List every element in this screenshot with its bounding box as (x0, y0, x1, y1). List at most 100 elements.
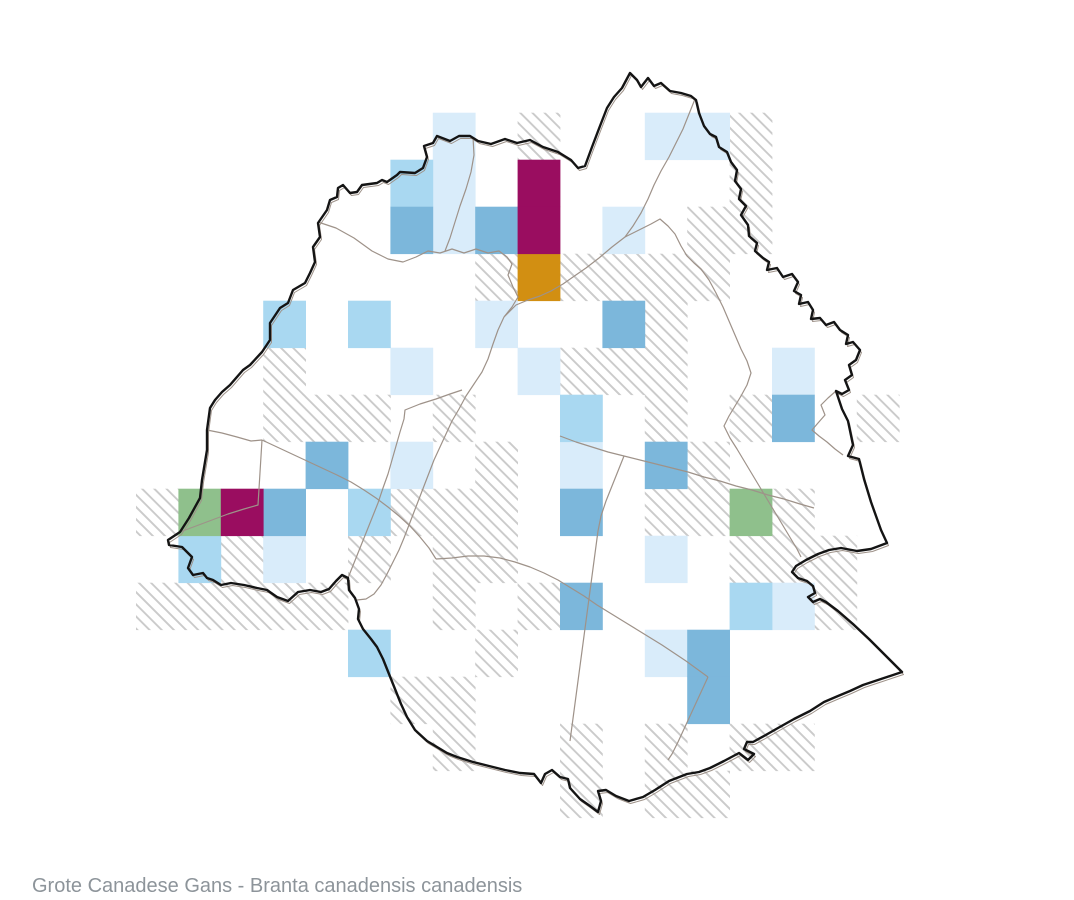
grid-cell-8-2 (475, 206, 518, 255)
municipal-boundary-line-3 (624, 218, 802, 558)
municipal-boundary-line-4 (559, 435, 815, 509)
grid-cell-9-3 (517, 253, 561, 302)
municipal-boundary-line-11 (667, 676, 709, 761)
hatched-cell-17-6 (856, 394, 900, 443)
hatched-cell-4-6 (305, 394, 349, 443)
hatched-cell-3-5 (263, 347, 306, 396)
grid-cell-12-11 (644, 629, 688, 678)
hatched-cell-14-6 (729, 394, 773, 443)
hatched-cell-14-13 (729, 723, 773, 772)
hatched-cell-7-12 (432, 676, 476, 725)
region-boundary-inner-line (169, 75, 904, 815)
municipal-boundary-line-5 (569, 455, 625, 742)
grid-cell-10-7 (560, 441, 603, 490)
grid-cell-7-1 (432, 159, 476, 208)
municipal-boundary-line-10 (206, 429, 263, 442)
municipal-boundary-line-7 (435, 555, 709, 678)
hatched-cell-2-10 (220, 582, 264, 631)
hatched-cell-13-14 (687, 770, 730, 819)
region-boundary-outline (166, 71, 904, 814)
hatched-cell-2-9 (220, 535, 264, 584)
grid-cell-11-4 (602, 300, 646, 349)
municipal-boundary-line-13 (179, 439, 263, 533)
hatched-cell-15-8 (772, 488, 815, 537)
hatched-cell-12-8 (644, 488, 688, 537)
hatched-cell-12-5 (644, 347, 688, 396)
hatched-cell-3-6 (263, 394, 306, 443)
grid-cell-10-6 (560, 394, 603, 443)
grid-cell-3-9 (263, 535, 306, 584)
hatched-cell-3-10 (263, 582, 306, 631)
grid-cell-10-10 (560, 582, 603, 631)
municipal-boundary-line-0 (317, 221, 519, 318)
municipal-boundaries (179, 98, 844, 761)
hatched-cell-11-3 (602, 253, 646, 302)
hatched-cell-5-9 (348, 535, 391, 584)
grid-cell-15-5 (772, 347, 815, 396)
grid-cell-3-8 (263, 488, 306, 537)
hatched-cell-8-3 (475, 253, 518, 302)
grid-cell-9-2 (517, 206, 561, 255)
grid-cell-1-9 (178, 535, 222, 584)
grid-cell-15-10 (772, 582, 815, 631)
grid-cell-15-6 (772, 394, 815, 443)
hatched-cell-13-8 (687, 488, 730, 537)
municipal-boundary-line-12 (347, 389, 463, 579)
hatched-cell-15-13 (772, 723, 815, 772)
hatched-cell-12-6 (644, 394, 688, 443)
hatched-cell-12-14 (644, 770, 688, 819)
grid-cell-13-11 (687, 629, 730, 678)
hatched-cell-1-10 (178, 582, 222, 631)
grid-cell-13-0 (687, 112, 730, 161)
map-caption: Grote Canadese Gans - Branta canadensis … (32, 833, 759, 900)
hatched-cell-8-8 (475, 488, 518, 537)
municipal-boundary-line-6 (261, 439, 437, 560)
grid-cell-7-2 (432, 206, 476, 255)
hatched-cell-10-5 (560, 347, 603, 396)
hatched-cell-0-8 (136, 488, 179, 537)
municipal-boundary-line-8 (811, 390, 844, 456)
hatched-cell-12-3 (644, 253, 688, 302)
hatched-cell-14-2 (729, 206, 773, 255)
grid-cell-13-12 (687, 676, 730, 725)
hatched-cell-10-3 (560, 253, 603, 302)
grid-cell-12-7 (644, 441, 688, 490)
grid-cell-14-8 (729, 488, 773, 537)
grid-cell-9-5 (517, 347, 561, 396)
grid-cell-12-9 (644, 535, 688, 584)
hatched-cell-13-7 (687, 441, 730, 490)
grid-cell-12-0 (644, 112, 688, 161)
hatched-cell-7-10 (432, 582, 476, 631)
hatched-cell-7-9 (432, 535, 476, 584)
grid-cell-6-7 (390, 441, 434, 490)
hatched-cell-12-13 (644, 723, 688, 772)
hatched-cell-6-8 (390, 488, 434, 537)
grid-cell-2-8 (220, 488, 264, 537)
grid-cell-5-4 (348, 300, 391, 349)
hatched-cell-8-7 (475, 441, 518, 490)
hatched-cell-5-6 (348, 394, 391, 443)
hatched-cell-11-5 (602, 347, 646, 396)
hatched-cell-14-0 (729, 112, 773, 161)
grid-cell-4-7 (305, 441, 349, 490)
hatched-cell-12-4 (644, 300, 688, 349)
hatched-cell-6-12 (390, 676, 434, 725)
hatched-cell-0-10 (136, 582, 179, 631)
caption-species: Grote Canadese Gans - Branta canadensis … (32, 875, 523, 897)
hatched-cell-9-10 (517, 582, 561, 631)
grid-cell-6-2 (390, 206, 434, 255)
hatched-cell-13-2 (687, 206, 730, 255)
hatched-cell-10-13 (560, 723, 603, 772)
municipal-boundary-line-9 (444, 136, 475, 252)
grid-cell-14-10 (729, 582, 773, 631)
hatched-cell-8-11 (475, 629, 518, 678)
hatched-cell-16-9 (814, 535, 858, 584)
grid-cell-6-1 (390, 159, 434, 208)
grid-cells-layer (136, 112, 900, 819)
grid-cell-5-8 (348, 488, 391, 537)
grid-cell-10-8 (560, 488, 603, 537)
hatched-cell-13-3 (687, 253, 730, 302)
hatched-cell-14-9 (729, 535, 773, 584)
